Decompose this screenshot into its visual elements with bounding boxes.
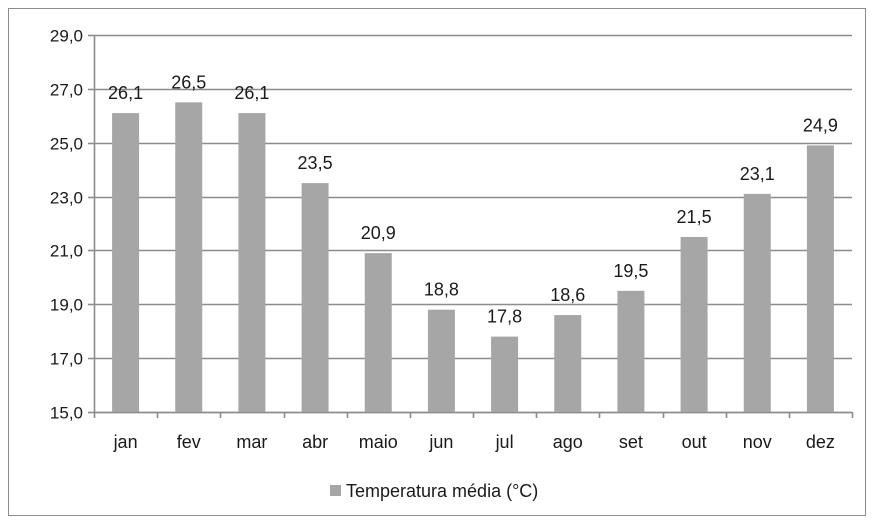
data-label-ago: 18,6 (550, 285, 585, 305)
y-tick-label: 23,0 (50, 189, 83, 208)
legend-label: Temperatura média (°C) (346, 481, 538, 501)
data-label-jan: 26,1 (108, 83, 143, 103)
x-tick-label-mar: mar (236, 432, 267, 452)
data-label-set: 19,5 (613, 261, 648, 281)
y-tick-label: 19,0 (50, 296, 83, 315)
bar-dez (806, 145, 834, 412)
y-tick-label: 27,0 (50, 81, 83, 100)
bar-fev (175, 102, 203, 413)
y-tick-label: 21,0 (50, 242, 83, 261)
x-tick-labels: jan fev mar abr maio jun jul ago set out nov dez (113, 432, 835, 452)
data-label-jul: 17,8 (487, 307, 522, 327)
y-tick-label: 17,0 (50, 350, 83, 369)
data-label-out: 21,5 (677, 207, 712, 227)
grid-lines (94, 34, 852, 414)
x-tick-label-fev: fev (177, 432, 201, 452)
bar-set (617, 290, 645, 412)
bar-nov (743, 193, 771, 412)
y-tick-label: 25,0 (50, 135, 83, 154)
data-label-jun: 18,8 (424, 280, 459, 300)
x-tick-label-jun: jun (428, 432, 453, 452)
data-label-abr: 23,5 (298, 153, 333, 173)
bar-out (680, 236, 708, 412)
legend: Temperatura média (°C) (330, 481, 538, 501)
legend-swatch (330, 485, 341, 496)
data-label-dez: 24,9 (803, 115, 838, 135)
chart-frame (8, 8, 866, 516)
x-tick-label-ago: ago (553, 432, 583, 452)
bar-mar (238, 113, 266, 412)
x-tick-label-jan: jan (113, 432, 138, 452)
x-tick-label-maio: maio (359, 432, 398, 452)
bars (112, 102, 834, 413)
bar-maio (364, 253, 392, 412)
x-tick-label-abr: abr (302, 432, 328, 452)
x-tick-label-set: set (619, 432, 643, 452)
data-label-mar: 26,1 (234, 83, 269, 103)
data-labels: 26,1 26,5 26,1 23,5 20,9 18,8 17,8 18,6 19,5 21,5… (108, 72, 838, 326)
bar-jan (112, 113, 140, 412)
y-tick-label: 29,0 (50, 27, 83, 46)
x-tick-label-out: out (682, 432, 707, 452)
y-tick-labels: 15,0 17,0 19,0 21,0 23,0 25,0 27,0 29,0 (50, 27, 83, 423)
y-tick-label: 15,0 (50, 404, 83, 423)
bar-ago (554, 315, 582, 412)
data-label-fev: 26,5 (171, 72, 206, 92)
x-tick-label-dez: dez (806, 432, 835, 452)
data-label-maio: 20,9 (361, 223, 396, 243)
x-tick-label-nov: nov (743, 432, 772, 452)
x-tick-label-jul: jul (495, 432, 514, 452)
axes (88, 34, 854, 418)
bar-abr (301, 183, 329, 412)
bar-jun (427, 309, 455, 412)
data-label-nov: 23,1 (740, 164, 775, 184)
bar-jul (491, 336, 519, 412)
